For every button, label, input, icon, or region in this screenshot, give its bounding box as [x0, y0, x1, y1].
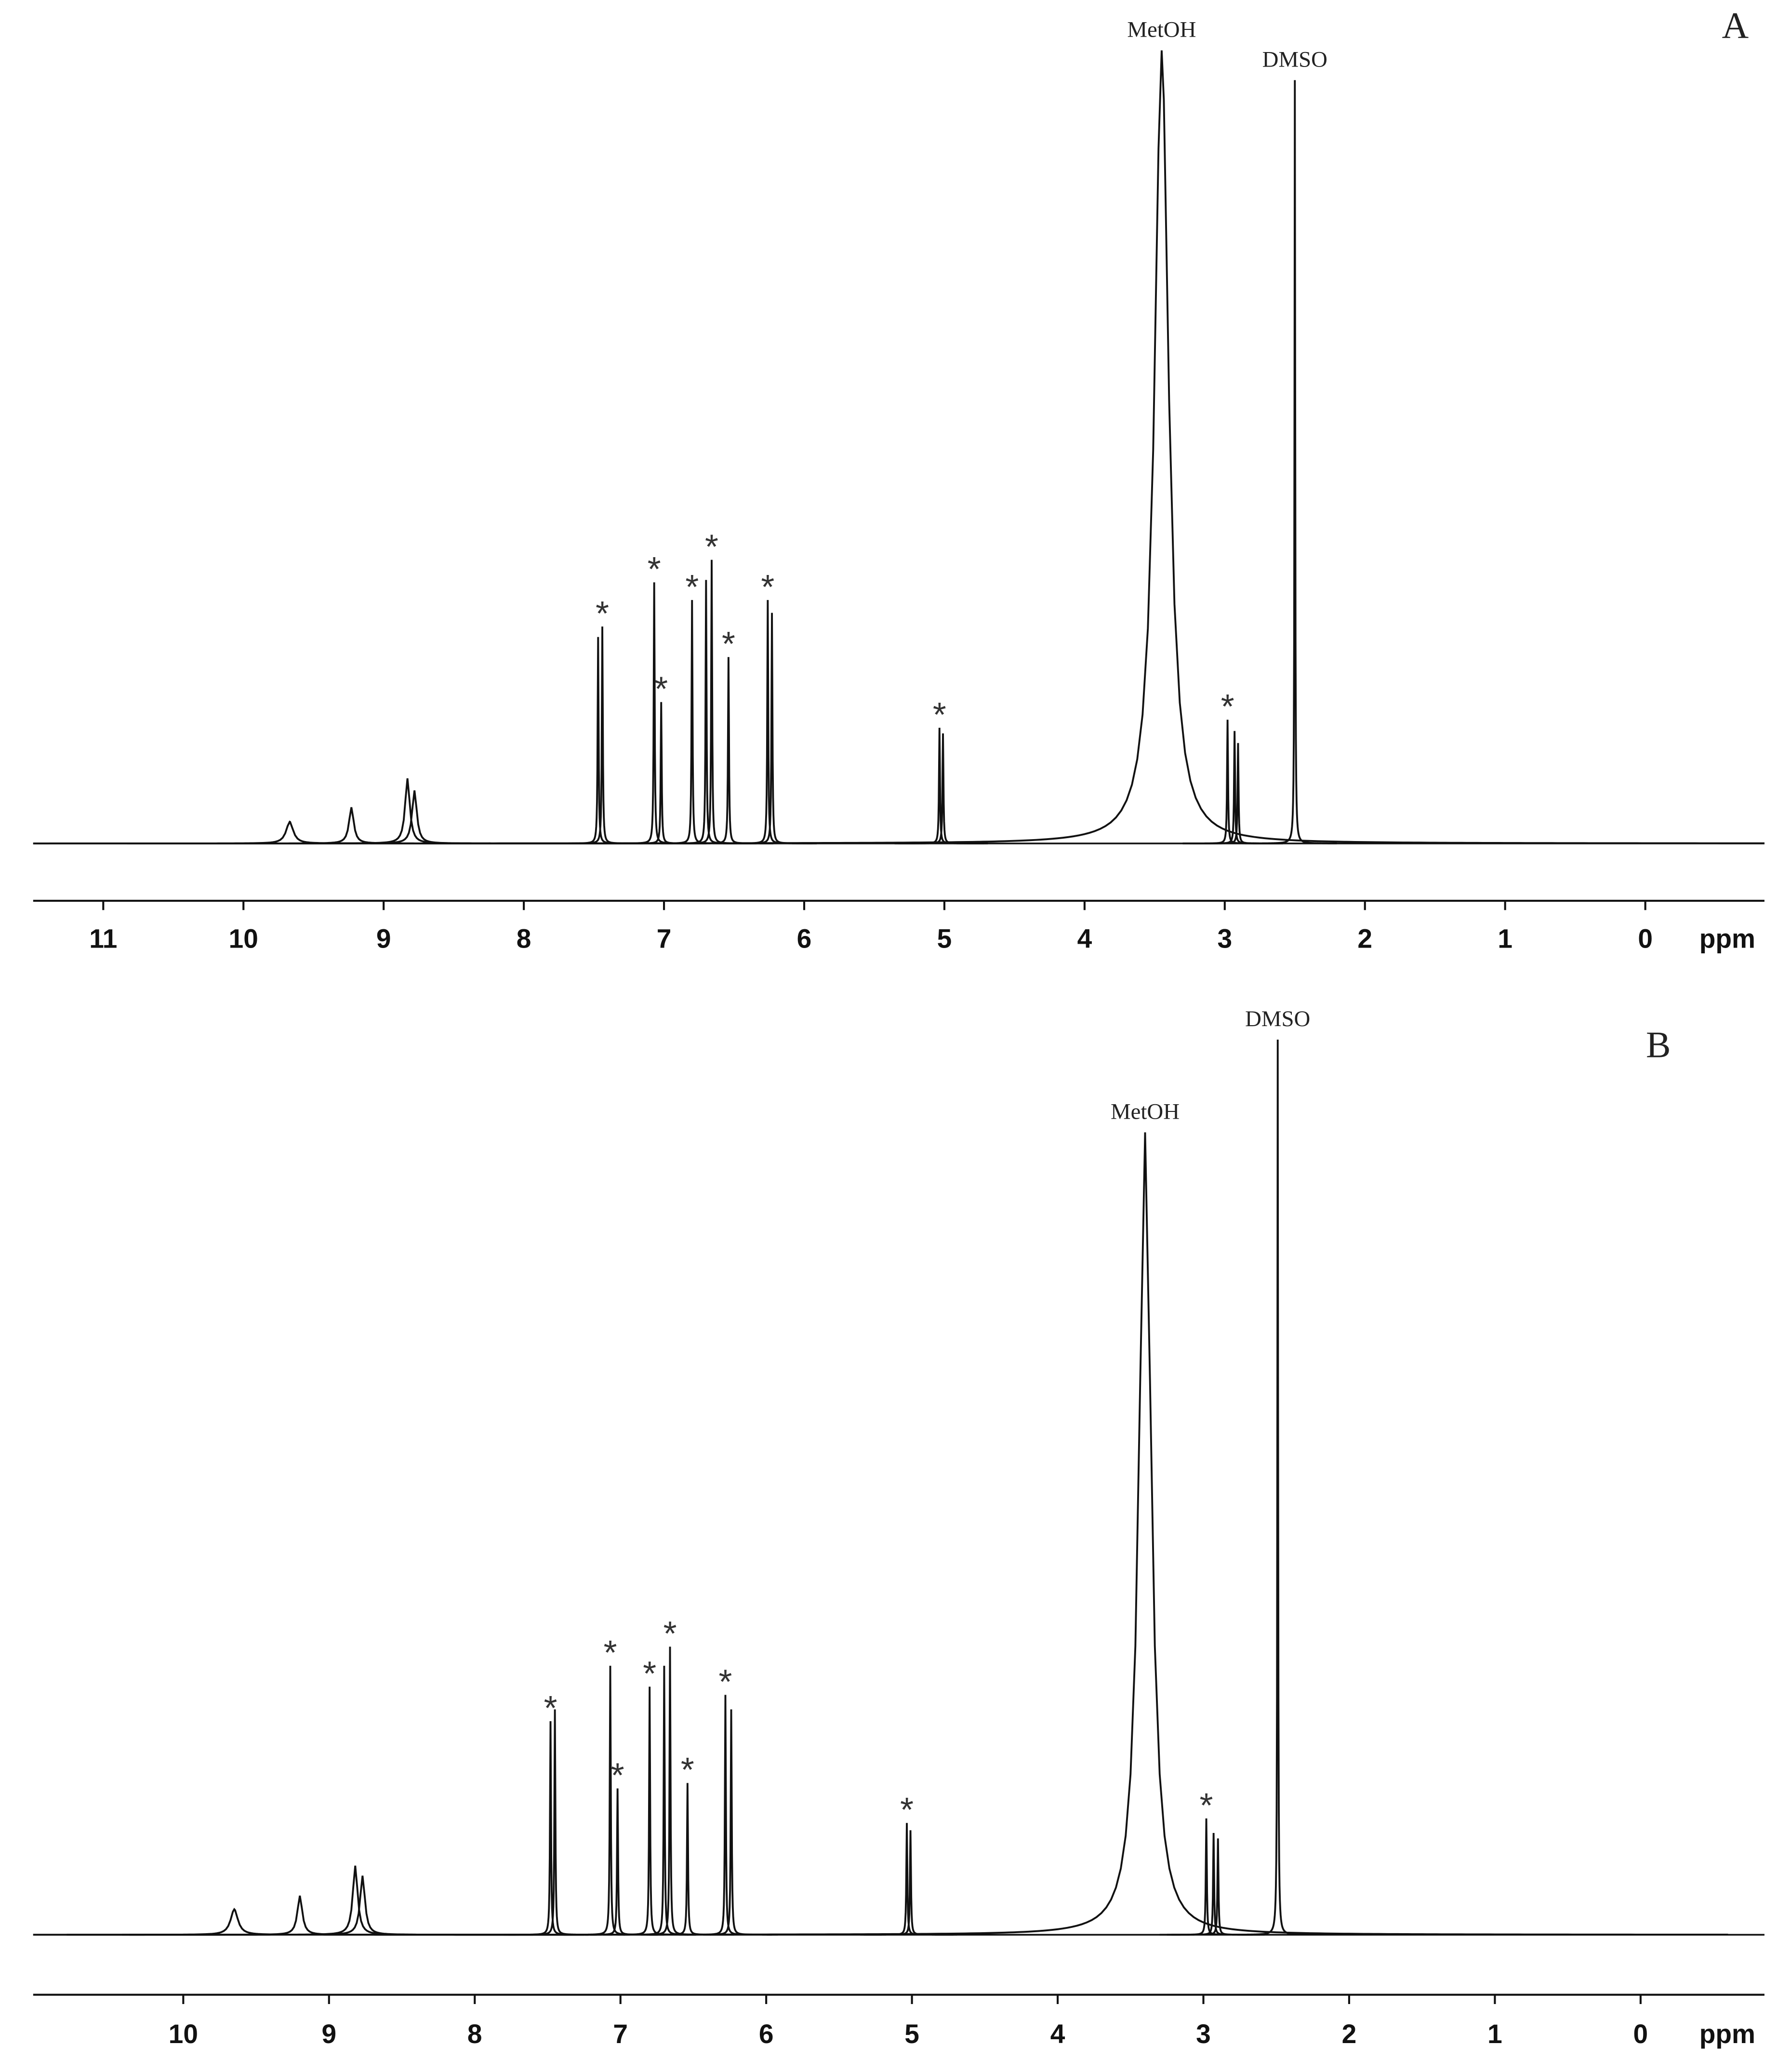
peak-marker: * — [654, 669, 668, 708]
peak — [609, 582, 699, 844]
peak — [66, 1895, 533, 1936]
peak — [684, 1709, 778, 1936]
peak-marker: * — [663, 1614, 677, 1653]
peak — [127, 807, 576, 844]
peak — [504, 1721, 597, 1936]
peak-marker: * — [648, 550, 661, 588]
x-tick-label: 7 — [613, 2019, 628, 2049]
peak — [508, 1709, 602, 1936]
peak — [557, 626, 648, 844]
panel-label: B — [1646, 1024, 1671, 1065]
x-tick-label: 2 — [1357, 923, 1372, 953]
peak-marker: * — [1221, 687, 1234, 726]
x-tick-label: 5 — [904, 2019, 919, 2049]
x-tick-label: 8 — [467, 2019, 482, 2049]
peak — [727, 613, 817, 844]
x-tick-label: 10 — [169, 2019, 198, 2049]
peak — [1190, 731, 1280, 844]
peak-marker: * — [705, 527, 718, 566]
x-tick-label: 4 — [1050, 2019, 1065, 2049]
x-tick-label: 11 — [89, 923, 117, 953]
peak — [1159, 1818, 1253, 1936]
peak-marker: * — [719, 1662, 732, 1701]
x-tick-label: 2 — [1342, 2019, 1357, 2049]
peak-marker: * — [681, 1751, 694, 1789]
peak — [617, 1666, 711, 1936]
peak — [563, 1666, 657, 1936]
peak — [553, 637, 643, 844]
peak — [33, 820, 626, 844]
peak-marker: * — [685, 568, 699, 606]
x-tick-label: 9 — [376, 923, 391, 953]
peak-label: DMSO — [1262, 47, 1327, 72]
peak-label: MetOH — [1127, 17, 1196, 42]
peak — [666, 560, 757, 844]
x-tick-label: 4 — [1077, 923, 1092, 953]
peak — [1182, 720, 1273, 844]
peak — [894, 727, 984, 844]
peak — [562, 1132, 1728, 1936]
x-tick-label: 3 — [1218, 923, 1233, 953]
x-tick-label: 5 — [937, 923, 952, 953]
peak — [898, 733, 988, 844]
peak — [683, 657, 774, 844]
peak — [1234, 1040, 1322, 1936]
x-tick-label: 0 — [1633, 2019, 1648, 2049]
peak-label: MetOH — [1111, 1099, 1180, 1124]
x-tick-label: 7 — [657, 923, 672, 953]
peak-marker: * — [933, 695, 946, 734]
peak-marker: * — [1200, 1786, 1213, 1825]
peak — [1193, 743, 1283, 844]
peak — [641, 1783, 734, 1936]
peak-label: DMSO — [1245, 1006, 1310, 1031]
peak — [489, 50, 1764, 844]
x-axis-label: ppm — [1699, 923, 1755, 953]
x-tick-label: 9 — [321, 2019, 336, 2049]
peak-marker: * — [643, 1654, 656, 1693]
peak — [1253, 80, 1337, 844]
x-tick-label: 8 — [517, 923, 531, 953]
peak-marker: * — [761, 568, 774, 606]
peak — [661, 580, 751, 844]
peak — [623, 1646, 717, 1936]
peak-marker: * — [900, 1791, 914, 1829]
x-tick-label: 1 — [1498, 923, 1512, 953]
peak — [1167, 1833, 1260, 1936]
peak-marker: * — [604, 1633, 617, 1672]
x-tick-label: 0 — [1638, 923, 1653, 953]
x-axis-label: ppm — [1699, 2019, 1755, 2049]
peak — [723, 600, 813, 844]
peak-marker: * — [611, 1756, 624, 1794]
x-tick-label: 1 — [1487, 2019, 1502, 2049]
peak-marker: * — [596, 594, 609, 633]
x-tick-label: 3 — [1196, 2019, 1211, 2049]
x-tick-label: 10 — [229, 923, 258, 953]
peak-marker: * — [722, 625, 735, 663]
x-tick-label: 6 — [759, 2019, 774, 2049]
x-tick-label: 6 — [797, 923, 812, 953]
peak — [1171, 1838, 1265, 1936]
panel-label: A — [1722, 4, 1749, 46]
peak — [860, 1823, 954, 1936]
peak — [678, 1695, 772, 1936]
peak — [863, 1830, 957, 1936]
